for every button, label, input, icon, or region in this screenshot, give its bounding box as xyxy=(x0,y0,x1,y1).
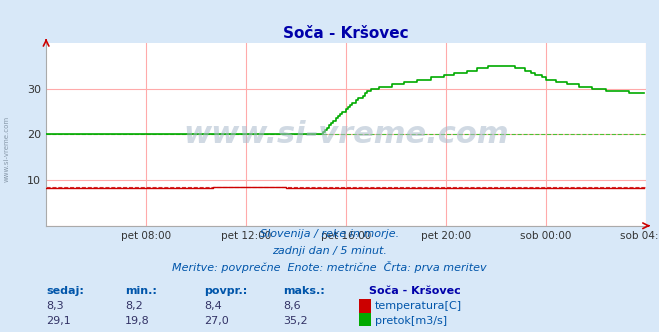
Text: 27,0: 27,0 xyxy=(204,316,229,326)
Text: Slovenija / reke in morje.: Slovenija / reke in morje. xyxy=(260,229,399,239)
Text: 19,8: 19,8 xyxy=(125,316,150,326)
Bar xyxy=(359,299,371,313)
Text: 8,6: 8,6 xyxy=(283,301,301,311)
Text: Meritve: povprečne  Enote: metrične  Črta: prva meritev: Meritve: povprečne Enote: metrične Črta:… xyxy=(172,261,487,273)
Text: Soča - Kršovec: Soča - Kršovec xyxy=(369,286,461,296)
Text: www.si-vreme.com: www.si-vreme.com xyxy=(183,120,509,149)
Text: povpr.:: povpr.: xyxy=(204,286,248,296)
Text: zadnji dan / 5 minut.: zadnji dan / 5 minut. xyxy=(272,246,387,256)
Text: pretok[m3/s]: pretok[m3/s] xyxy=(375,316,447,326)
Text: 8,3: 8,3 xyxy=(46,301,64,311)
Text: 8,4: 8,4 xyxy=(204,301,222,311)
Text: 8,2: 8,2 xyxy=(125,301,143,311)
Text: min.:: min.: xyxy=(125,286,157,296)
Title: Soča - Kršovec: Soča - Kršovec xyxy=(283,26,409,41)
Text: www.si-vreme.com: www.si-vreme.com xyxy=(3,116,9,183)
Text: maks.:: maks.: xyxy=(283,286,325,296)
Bar xyxy=(359,313,371,326)
Text: 29,1: 29,1 xyxy=(46,316,71,326)
Text: temperatura[C]: temperatura[C] xyxy=(375,301,462,311)
Text: 35,2: 35,2 xyxy=(283,316,308,326)
Text: sedaj:: sedaj: xyxy=(46,286,84,296)
